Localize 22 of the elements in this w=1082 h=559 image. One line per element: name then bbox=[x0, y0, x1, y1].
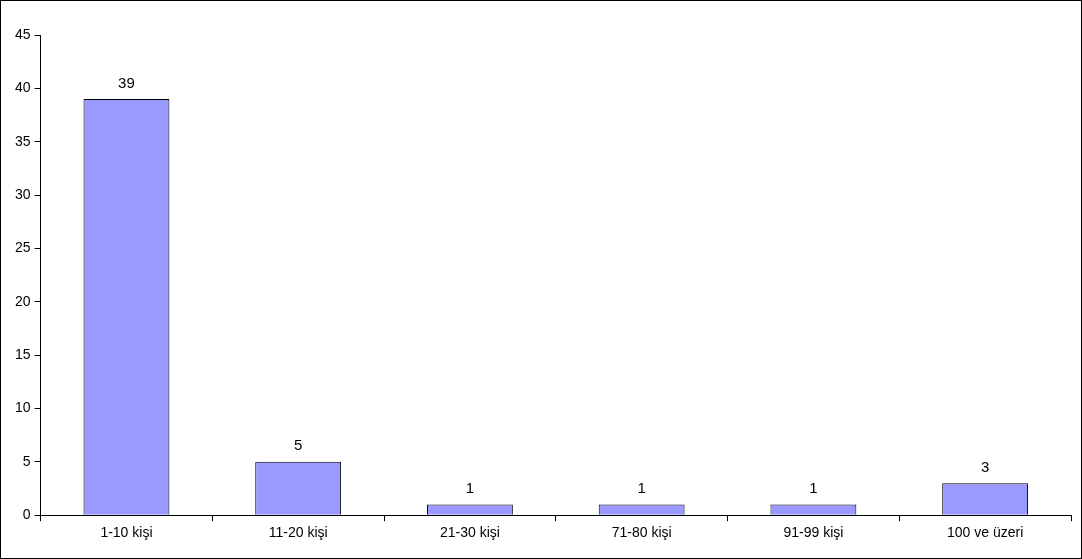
y-tick-label: 30 bbox=[14, 185, 31, 202]
data-label: 5 bbox=[294, 436, 303, 454]
data-label: 3 bbox=[980, 457, 990, 475]
y-tick-label: 45 bbox=[14, 25, 31, 42]
y-tick-label: 40 bbox=[14, 79, 31, 96]
y-tick-label: 5 bbox=[22, 452, 31, 469]
x-tick-label: 21-30 kişi bbox=[439, 524, 500, 541]
x-tick-label: 1-10 kişi bbox=[100, 524, 153, 541]
y-tick-label: 20 bbox=[14, 292, 31, 309]
data-label: 1 bbox=[809, 479, 818, 497]
y-tick-label: 25 bbox=[14, 239, 31, 256]
data-label: 39 bbox=[118, 73, 135, 91]
x-tick-label: 91-99 kişi bbox=[783, 524, 844, 541]
y-tick-label: 35 bbox=[14, 132, 31, 149]
y-tick-label: 15 bbox=[14, 345, 31, 362]
y-tick-label: 0 bbox=[22, 506, 31, 523]
data-label: 1 bbox=[465, 479, 475, 497]
data-label: 1 bbox=[637, 479, 646, 497]
y-tick-label: 10 bbox=[14, 399, 31, 416]
x-tick-label: 100 ve üzeri bbox=[946, 524, 1024, 541]
x-tick-label: 71-80 kişi bbox=[611, 524, 672, 541]
x-tick-label: 11-20 kişi bbox=[268, 524, 328, 541]
